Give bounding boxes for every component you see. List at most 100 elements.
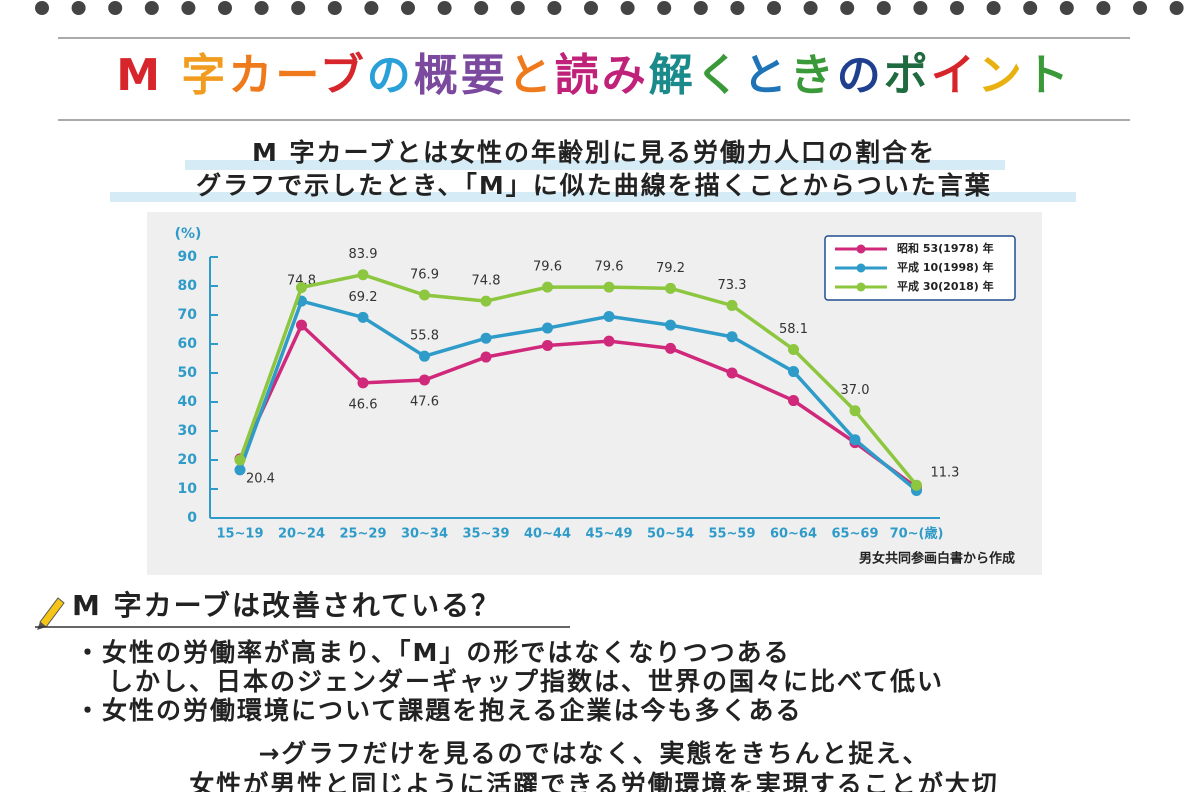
dot — [364, 1, 379, 15]
data-point — [911, 479, 922, 491]
dot — [584, 1, 598, 15]
data-label: 11.3 — [931, 466, 960, 481]
dot — [1169, 1, 1184, 15]
dot — [803, 1, 818, 15]
data-point — [726, 367, 738, 379]
subtitle: グラフで示したとき、「M」に似た曲線を描くことからついた言葉 — [196, 171, 992, 200]
dot — [254, 1, 269, 15]
dot — [437, 1, 452, 15]
data-label: 47.6 — [410, 394, 439, 409]
dot — [913, 1, 928, 15]
data-point — [480, 351, 492, 363]
data-point — [665, 319, 676, 331]
dot — [474, 1, 489, 15]
dot — [401, 1, 415, 15]
data-point — [542, 339, 553, 351]
data-point — [788, 395, 799, 407]
data-point — [665, 282, 676, 294]
conclusion: →グラフだけを見るのではなく、実態をきちんと捉え、 — [259, 739, 930, 768]
dot — [71, 1, 86, 15]
data-point — [357, 311, 369, 323]
data-point — [726, 331, 738, 343]
legend-box — [824, 235, 1016, 301]
series-line — [238, 298, 918, 492]
dot — [1023, 1, 1038, 15]
data-point — [542, 281, 553, 293]
section-heading: M 字カーブは改善されている？ — [72, 589, 501, 622]
page-title: M 字カーブの概要と読み解くときのポイント — [116, 50, 1072, 101]
data-point — [665, 342, 676, 354]
dot — [547, 1, 562, 15]
dot — [35, 1, 49, 15]
subtitle: M 字カーブとは女性の年齢別に見る労働力人口の割合を — [252, 138, 936, 167]
data-label: 79.6 — [595, 260, 624, 275]
data-point — [849, 405, 861, 417]
data-label: 83.9 — [349, 247, 378, 262]
x-tick-label: 65~69 — [831, 527, 878, 542]
data-point — [788, 366, 799, 378]
y-axis-label: (%) — [175, 226, 202, 242]
dot — [108, 1, 123, 15]
data-point — [603, 335, 615, 347]
legend-label: 昭和 53(1978) 年 — [897, 241, 994, 255]
data-point — [603, 281, 615, 293]
data-point — [788, 344, 799, 356]
data-point — [419, 374, 430, 386]
data-label: 76.9 — [410, 267, 439, 282]
x-tick-label: 20~24 — [278, 527, 325, 542]
data-label: 46.6 — [349, 397, 378, 412]
x-tick-label: 40~44 — [524, 527, 571, 542]
legend-swatch — [856, 244, 866, 254]
bullet: しかし、日本のジェンダーギャップ指数は、世界の国々に比べて低い — [108, 667, 944, 696]
dot — [291, 1, 306, 15]
data-point — [234, 454, 246, 466]
data-point — [480, 332, 492, 344]
dot — [218, 1, 232, 15]
y-tick-label: 50 — [178, 365, 198, 381]
highlight — [110, 192, 1076, 202]
legend-swatch — [856, 282, 866, 292]
series-line — [238, 322, 918, 489]
dot — [144, 1, 159, 15]
x-tick-label: 60~64 — [770, 527, 817, 542]
data-label: 20.4 — [246, 471, 275, 486]
dot — [181, 1, 196, 15]
data-point — [419, 289, 430, 301]
dot — [876, 1, 891, 15]
y-tick-label: 30 — [178, 423, 198, 439]
y-tick-label: 80 — [178, 278, 198, 294]
x-tick-label: 55~59 — [708, 527, 755, 542]
dot — [510, 1, 525, 15]
dot — [657, 1, 672, 15]
data-point — [419, 350, 430, 362]
data-label: 37.0 — [841, 383, 870, 398]
x-tick-label: 45~49 — [585, 527, 632, 542]
dot — [950, 1, 964, 15]
dot — [327, 1, 342, 15]
dot — [767, 1, 781, 15]
y-tick-label: 60 — [178, 336, 198, 352]
highlight — [185, 160, 1005, 170]
chart: (%) 0 10 20 30 40 50 60 70 80 90 15~19 20~24 25~29 30~… — [175, 226, 1016, 567]
x-tick-label: 70~(歳) — [890, 526, 944, 542]
x-tick-label: 50~54 — [647, 527, 694, 542]
series-line — [238, 272, 918, 487]
data-point — [603, 310, 615, 322]
y-tick-label: 20 — [178, 452, 198, 468]
data-point — [296, 281, 307, 293]
dot — [1133, 1, 1147, 15]
data-point — [357, 377, 369, 389]
data-point — [726, 299, 738, 311]
y-tick-label: 70 — [178, 307, 198, 323]
x-tick-label: 15~19 — [216, 527, 263, 542]
bullet: ・女性の労働率が高まり、「M」の形ではなくなりつつある — [75, 638, 791, 667]
data-point — [234, 464, 246, 476]
dot — [620, 1, 635, 15]
pencil-icon — [37, 597, 65, 630]
data-point — [849, 434, 861, 446]
y-tick-label: 0 — [187, 510, 197, 526]
data-label: 69.2 — [349, 290, 378, 305]
data-label: 74.8 — [472, 274, 501, 289]
data-label: 58.1 — [779, 322, 808, 337]
